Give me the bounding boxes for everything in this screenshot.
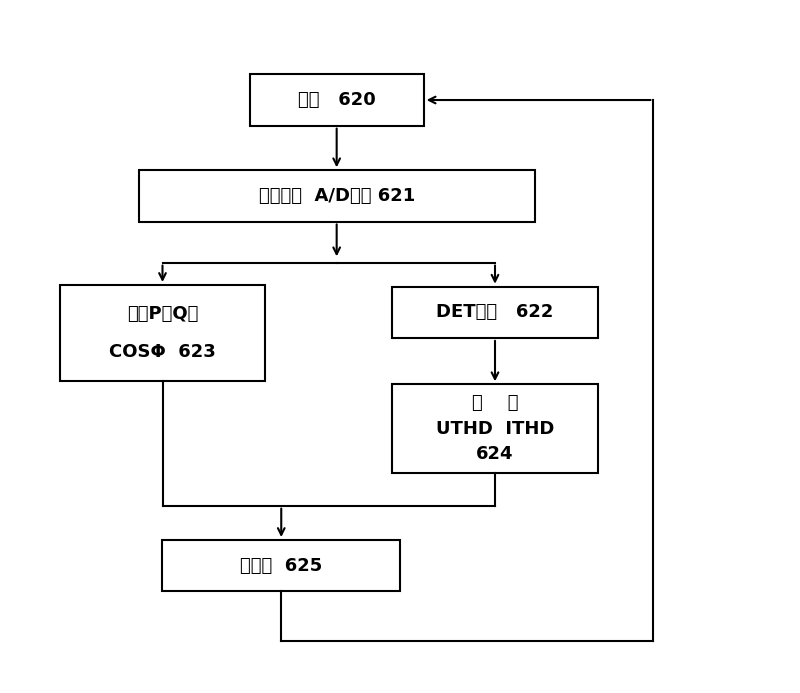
Text: DET变换   622: DET变换 622 <box>436 304 554 322</box>
Bar <box>59 285 266 380</box>
Text: 数据采集  A/D转换 621: 数据采集 A/D转换 621 <box>258 187 414 205</box>
Bar <box>392 287 598 338</box>
Text: 存数据  625: 存数据 625 <box>240 556 322 574</box>
Text: COSΦ  623: COSΦ 623 <box>109 343 216 361</box>
Text: UTHD  ITHD: UTHD ITHD <box>436 420 554 438</box>
Bar <box>138 170 534 222</box>
Bar <box>162 540 400 591</box>
Text: 624: 624 <box>476 445 514 463</box>
Text: 开始   620: 开始 620 <box>298 91 375 109</box>
Text: 计算P、Q、: 计算P、Q、 <box>127 305 198 323</box>
Bar <box>250 74 424 125</box>
Text: 计    算: 计 算 <box>472 394 518 412</box>
Bar <box>392 384 598 473</box>
